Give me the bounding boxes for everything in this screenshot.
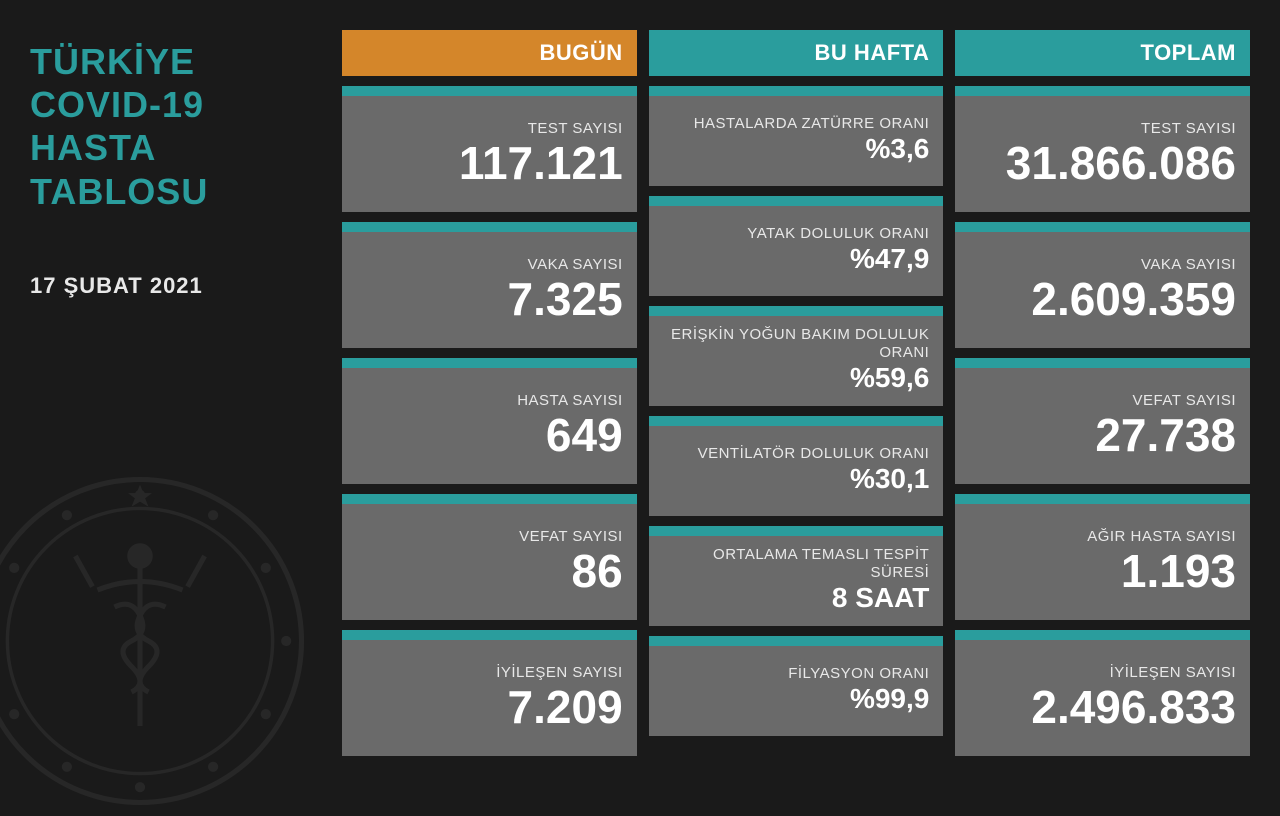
stat-card: FİLYASYON ORANI %99,9 (649, 636, 944, 736)
title-line: HASTA (30, 126, 330, 169)
stat-label: İYİLEŞEN SAYISI (482, 656, 636, 684)
stat-label: VENTİLATÖR DOLULUK ORANI (684, 437, 944, 465)
stat-card: ERİŞKİN YOĞUN BAKIM DOLULUK ORANI %59,6 (649, 306, 944, 406)
stat-label: VAKA SAYISI (1127, 248, 1250, 276)
column-today: BUGÜN TEST SAYISI 117.121 VAKA SAYISI 7.… (342, 30, 637, 751)
stat-card: İYİLEŞEN SAYISI 7.209 (342, 630, 637, 756)
stat-value: %3,6 (852, 135, 944, 175)
stat-label: VEFAT SAYISI (505, 520, 637, 548)
stat-card: AĞIR HASTA SAYISI 1.193 (955, 494, 1250, 620)
stat-value: 7.209 (494, 684, 637, 740)
stat-card: İYİLEŞEN SAYISI 2.496.833 (955, 630, 1250, 756)
title-line: TABLOSU (30, 170, 330, 213)
stat-label: İYİLEŞEN SAYISI (1096, 656, 1250, 684)
stat-card: VENTİLATÖR DOLULUK ORANI %30,1 (649, 416, 944, 516)
stat-value: %47,9 (836, 245, 943, 285)
report-date: 17 ŞUBAT 2021 (30, 273, 330, 299)
stat-card: HASTALARDA ZATÜRRE ORANI %3,6 (649, 86, 944, 186)
stat-card: TEST SAYISI 117.121 (342, 86, 637, 212)
stat-label: VEFAT SAYISI (1118, 384, 1250, 412)
stat-label: HASTALARDA ZATÜRRE ORANI (680, 107, 944, 135)
stat-value: 8 SAAT (818, 584, 944, 624)
stat-card: ORTALAMA TEMASLI TESPİT SÜRESİ 8 SAAT (649, 526, 944, 626)
column-header-week: BU HAFTA (649, 30, 944, 76)
stat-label: TEST SAYISI (514, 112, 637, 140)
column-header-today: BUGÜN (342, 30, 637, 76)
title-line: COVID-19 (30, 83, 330, 126)
stat-card: VEFAT SAYISI 27.738 (955, 358, 1250, 484)
stat-label: YATAK DOLULUK ORANI (733, 217, 943, 245)
stat-value: %59,6 (836, 364, 943, 404)
stat-label: VAKA SAYISI (514, 248, 637, 276)
stat-label: TEST SAYISI (1127, 112, 1250, 140)
column-total: TOPLAM TEST SAYISI 31.866.086 VAKA SAYIS… (955, 30, 1250, 751)
stat-card: HASTA SAYISI 649 (342, 358, 637, 484)
stat-value: 649 (532, 412, 637, 468)
dashboard: TÜRKİYE COVID-19 HASTA TABLOSU 17 ŞUBAT … (0, 0, 1280, 781)
column-header-total: TOPLAM (955, 30, 1250, 76)
stat-value: %30,1 (836, 465, 943, 505)
stat-card: VEFAT SAYISI 86 (342, 494, 637, 620)
stat-value: 7.325 (494, 276, 637, 332)
header-panel: TÜRKİYE COVID-19 HASTA TABLOSU 17 ŞUBAT … (30, 30, 330, 751)
stat-label: ORTALAMA TEMASLI TESPİT SÜRESİ (649, 538, 944, 584)
stat-value: 117.121 (445, 140, 637, 196)
stat-value: %99,9 (836, 685, 943, 725)
stat-value: 27.738 (1081, 412, 1250, 468)
stat-card: VAKA SAYISI 2.609.359 (955, 222, 1250, 348)
stat-label: FİLYASYON ORANI (774, 657, 943, 685)
stat-value: 1.193 (1107, 548, 1250, 604)
stat-label: AĞIR HASTA SAYISI (1073, 520, 1250, 548)
stat-label: HASTA SAYISI (503, 384, 636, 412)
stat-card: VAKA SAYISI 7.325 (342, 222, 637, 348)
stat-card: TEST SAYISI 31.866.086 (955, 86, 1250, 212)
stat-value: 86 (558, 548, 637, 604)
page-title: TÜRKİYE COVID-19 HASTA TABLOSU (30, 40, 330, 213)
stat-card: YATAK DOLULUK ORANI %47,9 (649, 196, 944, 296)
stat-value: 2.609.359 (1017, 276, 1250, 332)
title-line: TÜRKİYE (30, 40, 330, 83)
column-week: BU HAFTA HASTALARDA ZATÜRRE ORANI %3,6 Y… (649, 30, 944, 751)
stat-value: 31.866.086 (992, 140, 1250, 196)
stat-label: ERİŞKİN YOĞUN BAKIM DOLULUK ORANI (649, 318, 944, 364)
stat-value: 2.496.833 (1017, 684, 1250, 740)
